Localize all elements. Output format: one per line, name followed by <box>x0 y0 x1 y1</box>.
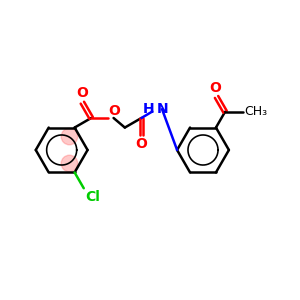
Text: Cl: Cl <box>85 190 100 204</box>
Text: N: N <box>157 102 168 116</box>
Text: O: O <box>135 137 147 152</box>
Text: O: O <box>109 104 120 118</box>
Text: O: O <box>210 81 222 94</box>
Text: CH₃: CH₃ <box>244 105 268 118</box>
Text: O: O <box>76 86 88 100</box>
Circle shape <box>61 128 78 145</box>
Text: H: H <box>143 102 154 116</box>
Circle shape <box>61 155 78 172</box>
